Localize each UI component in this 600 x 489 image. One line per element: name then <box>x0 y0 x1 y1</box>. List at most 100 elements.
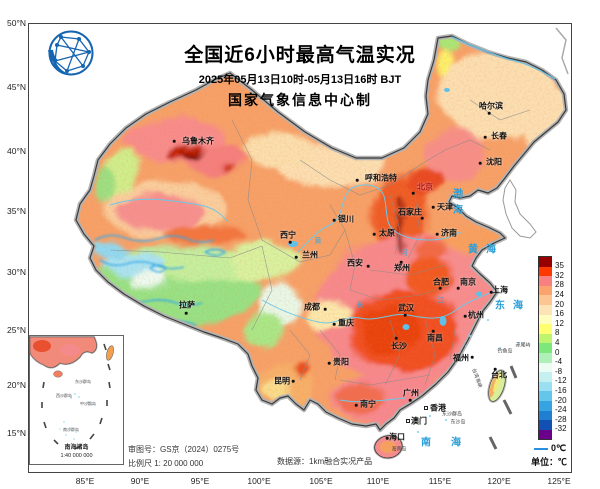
city-label: 昆明 <box>274 376 290 386</box>
map-scale-note: 比例尺 1: 20 000 000 <box>128 459 204 468</box>
city-dot <box>463 314 467 318</box>
legend-color-block <box>539 324 552 334</box>
city-label: 成都 <box>304 302 320 312</box>
city-label: 济南 <box>441 228 457 238</box>
legend-value-label: 28 <box>555 280 564 290</box>
taiwan-island <box>487 369 507 403</box>
lon-tick-label: 85°E <box>75 476 95 486</box>
sea-label: 黄海 <box>468 244 504 256</box>
legend-value-label: -16 <box>555 385 567 395</box>
legend-value-label: -12 <box>555 376 567 386</box>
city-label: 台北 <box>491 370 507 380</box>
legend-color-block <box>539 295 552 305</box>
lon-tick-label: 115°E <box>428 476 452 486</box>
nine-dash-line <box>488 365 518 450</box>
city-dot <box>411 191 415 195</box>
lon-tick-label: 90°E <box>130 476 150 486</box>
lat-tick-label: 15°N <box>7 428 26 438</box>
legend-value-label: -4 <box>555 357 563 367</box>
city-label: 武汉 <box>398 303 414 313</box>
river-label: 江 <box>437 297 445 304</box>
lat-tick-label: 25°N <box>7 325 26 335</box>
legend-value-label: 24 <box>555 289 564 299</box>
legend-value-label: -24 <box>555 405 567 415</box>
city-label: 南宁 <box>360 399 376 409</box>
china-outline <box>73 33 569 433</box>
city-dot <box>291 379 295 383</box>
legend-value-label: -32 <box>555 424 567 434</box>
lon-tick-label: 95°E <box>190 476 210 486</box>
inset-title: 南海诸岛 <box>64 445 89 451</box>
city-dot <box>487 111 491 115</box>
small-geo-label: 西沙群岛 <box>56 393 72 398</box>
legend-unit: 单位：℃ <box>531 457 568 467</box>
legend-color-block <box>539 420 552 430</box>
city-label: 南昌 <box>427 333 443 343</box>
legend-color-block <box>539 276 552 286</box>
city-label: 长沙 <box>391 341 407 351</box>
city-square-marker <box>424 406 428 410</box>
south-china-sea-inset: 南海诸岛 1:40 000 000 <box>29 335 124 465</box>
legend-color-block <box>539 400 552 411</box>
legend-value-label: 4 <box>555 337 560 347</box>
map-producer: 国家气象信息中心制 <box>228 92 372 108</box>
city-dot <box>172 139 176 143</box>
lon-tick-label: 120°E <box>487 476 511 486</box>
legend-value-label: 12 <box>555 318 564 328</box>
legend-color-block <box>539 410 552 421</box>
city-dot <box>431 205 435 209</box>
legend-color-block <box>539 266 552 277</box>
sea-label: 东海 <box>495 300 531 312</box>
legend-color-block <box>539 314 552 325</box>
small-geo-label: 海南岛 <box>391 446 407 453</box>
city-label: 郑州 <box>394 263 410 273</box>
legend-value-label: 20 <box>555 299 564 309</box>
city-label: 广州 <box>403 388 419 398</box>
city-square-marker <box>406 419 410 423</box>
legend-value-label: 0 <box>555 347 560 357</box>
city-label: 合肥 <box>433 277 449 287</box>
city-dot <box>493 367 497 371</box>
city-dot <box>470 355 474 359</box>
river-label: 黄 <box>314 238 322 245</box>
city-dot <box>354 403 358 407</box>
city-dot <box>399 260 403 264</box>
city-label: 西宁 <box>280 230 296 240</box>
small-geo-label: 东沙群岛 <box>441 411 463 418</box>
lon-tick-label: 100°E <box>247 476 271 486</box>
city-label: 长春 <box>491 131 507 141</box>
legend-value-label: -28 <box>555 414 567 424</box>
lakes <box>288 88 482 330</box>
legend-color-block <box>539 362 552 373</box>
sea-label: 渤海 <box>450 188 462 220</box>
small-geo-label: 东沙群岛 <box>75 379 91 384</box>
legend-value-label: -20 <box>555 395 567 405</box>
city-label: 澳门 <box>411 416 427 426</box>
rivers <box>109 184 495 403</box>
city-dot <box>438 286 442 290</box>
map-title: 全国近6小时最高气温实况 <box>184 45 416 66</box>
lat-tick-label: 30°N <box>7 267 26 277</box>
small-geo-label: 钓鱼岛 <box>497 348 513 355</box>
map-time-range: 2025年05月13日10时-05月13日16时 BJT <box>198 74 402 86</box>
legend-color-block <box>539 257 552 267</box>
legend-color-block <box>539 429 552 440</box>
legend-color-block <box>539 381 552 392</box>
nmic-logo <box>48 30 94 76</box>
river-label: 河 <box>400 250 408 257</box>
city-label: 香港 <box>430 403 446 413</box>
city-label: 石家庄 <box>398 207 422 217</box>
data-source-note: 数据源：1km融合实况产品 <box>277 457 373 466</box>
city-dot <box>332 322 336 326</box>
city-label: 北京 <box>417 182 433 192</box>
zero-degree-contours <box>94 234 227 326</box>
temperature-legend: 35 32 28 24 20 16 12 8 4 0 -4 -8 -12 -16 -20 -24 -28 -32 <box>538 256 572 441</box>
city-label: 海口 <box>389 432 405 442</box>
city-dot <box>431 329 435 333</box>
city-dot <box>483 135 487 139</box>
zero-line-sample <box>534 447 548 450</box>
city-dot <box>489 290 493 294</box>
city-dot <box>420 216 424 220</box>
city-label: 天津 <box>437 202 453 212</box>
city-label: 上海 <box>492 285 508 295</box>
